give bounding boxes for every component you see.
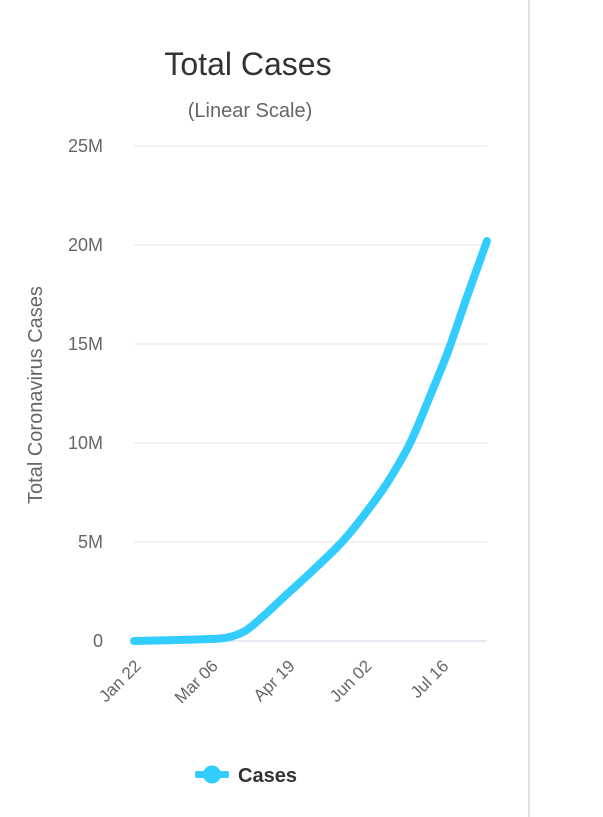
legend[interactable]: Cases <box>195 765 297 787</box>
x-tick-label: Apr 19 <box>250 656 299 705</box>
series-line-cases[interactable] <box>130 237 491 645</box>
x-tick-label: Jul 16 <box>407 656 453 702</box>
chart-subtitle: (Linear Scale) <box>188 100 313 122</box>
y-tick-label: 15M <box>68 334 103 354</box>
y-tick-label: 20M <box>68 235 103 255</box>
y-axis-label: Total Coronavirus Cases <box>25 286 47 504</box>
y-tick-label: 25M <box>68 136 103 156</box>
x-tick-labels: Jan 22 Mar 06 Apr 19 Jun 02 Jul 16 <box>95 656 452 707</box>
y-tick-label: 0 <box>93 631 103 651</box>
y-tick-label: 5M <box>78 532 103 552</box>
y-tick-labels: 0 5M 10M 15M 20M 25M <box>68 136 103 651</box>
legend-swatch-marker <box>203 765 221 784</box>
chart-title: Total Cases <box>164 46 331 82</box>
panel-divider <box>528 0 530 817</box>
y-tick-label: 10M <box>68 433 103 453</box>
x-tick-label: Mar 06 <box>171 656 222 707</box>
legend-label-cases: Cases <box>238 765 297 787</box>
gridlines <box>134 145 487 642</box>
x-tick-label: Jan 22 <box>95 656 145 706</box>
series-lines <box>130 237 491 645</box>
x-tick-label: Jun 02 <box>326 656 376 706</box>
